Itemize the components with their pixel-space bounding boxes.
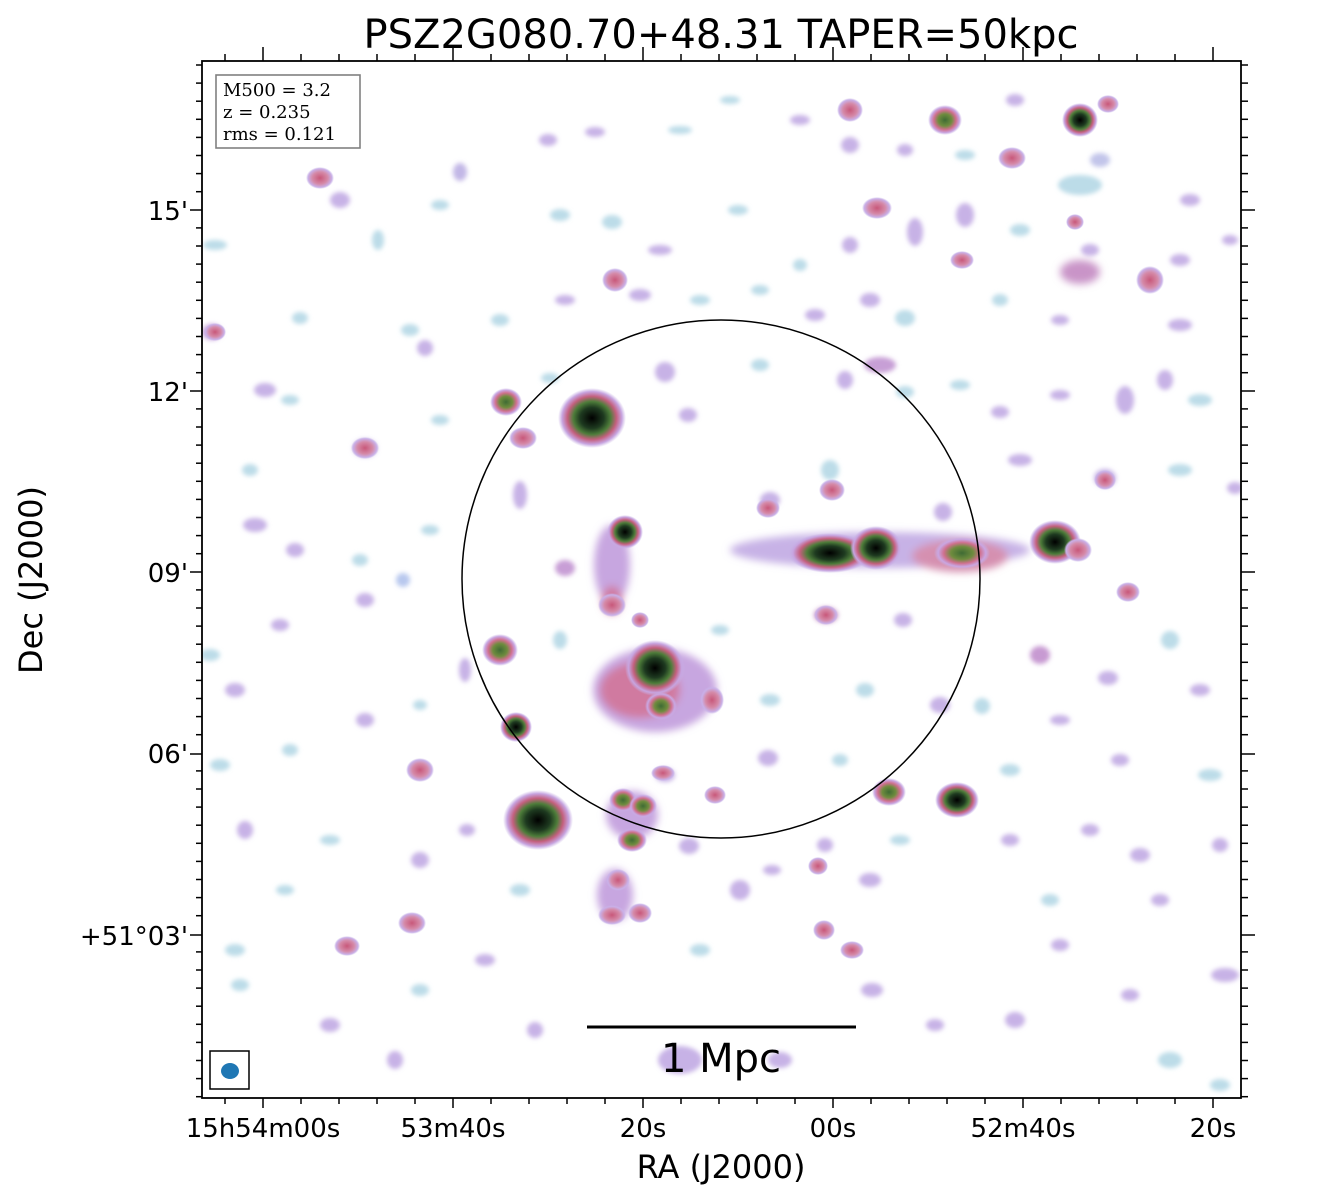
info-box: M500 = 3.2 z = 0.235 rms = 0.121 xyxy=(215,74,361,149)
x-tick-label: 53m40s xyxy=(400,1114,505,1144)
mass-text: M500 = 3.2 xyxy=(223,80,331,101)
y-tick-label: 09' xyxy=(148,559,188,589)
plot-frame xyxy=(201,60,1242,1099)
x-tick-label: 52m40s xyxy=(970,1114,1075,1144)
scale-bar-label: 1 Mpc xyxy=(661,1036,781,1082)
y-tick-label: +51°03' xyxy=(80,922,188,952)
bright-sources xyxy=(482,103,1098,852)
x-tick-label: 20s xyxy=(1190,1114,1237,1144)
y-axis-label: Dec (J2000) xyxy=(12,486,50,674)
y-tick-label: 12' xyxy=(148,378,188,408)
redshift-text: z = 0.235 xyxy=(223,102,311,123)
plot-title: PSZ2G080.70+48.31 TAPER=50kpc xyxy=(364,12,1079,58)
x-tick-label: 20s xyxy=(620,1114,667,1144)
cluster-aperture-circle xyxy=(461,319,981,839)
scale-bar: 1 Mpc xyxy=(587,1025,856,1082)
y-tick-label: 06' xyxy=(148,740,188,770)
beam-indicator xyxy=(209,1050,250,1090)
x-tick-labels: 15h54m00s 53m40s 20s 00s 52m40s 20s xyxy=(186,1114,1237,1144)
faint-noise-layer xyxy=(202,86,1241,1091)
axis-ticks xyxy=(190,47,1255,1108)
pink-sources xyxy=(204,95,1164,959)
y-tick-label: 15' xyxy=(148,197,188,227)
y-tick-labels: 15' 12' 09' 06' +51°03' xyxy=(80,197,188,952)
x-tick-label: 15h54m00s xyxy=(186,1114,341,1144)
beam-ellipse xyxy=(221,1063,239,1079)
rms-text: rms = 0.121 xyxy=(223,124,336,145)
x-tick-label: 00s xyxy=(810,1114,857,1144)
x-axis-label: RA (J2000) xyxy=(637,1148,806,1186)
